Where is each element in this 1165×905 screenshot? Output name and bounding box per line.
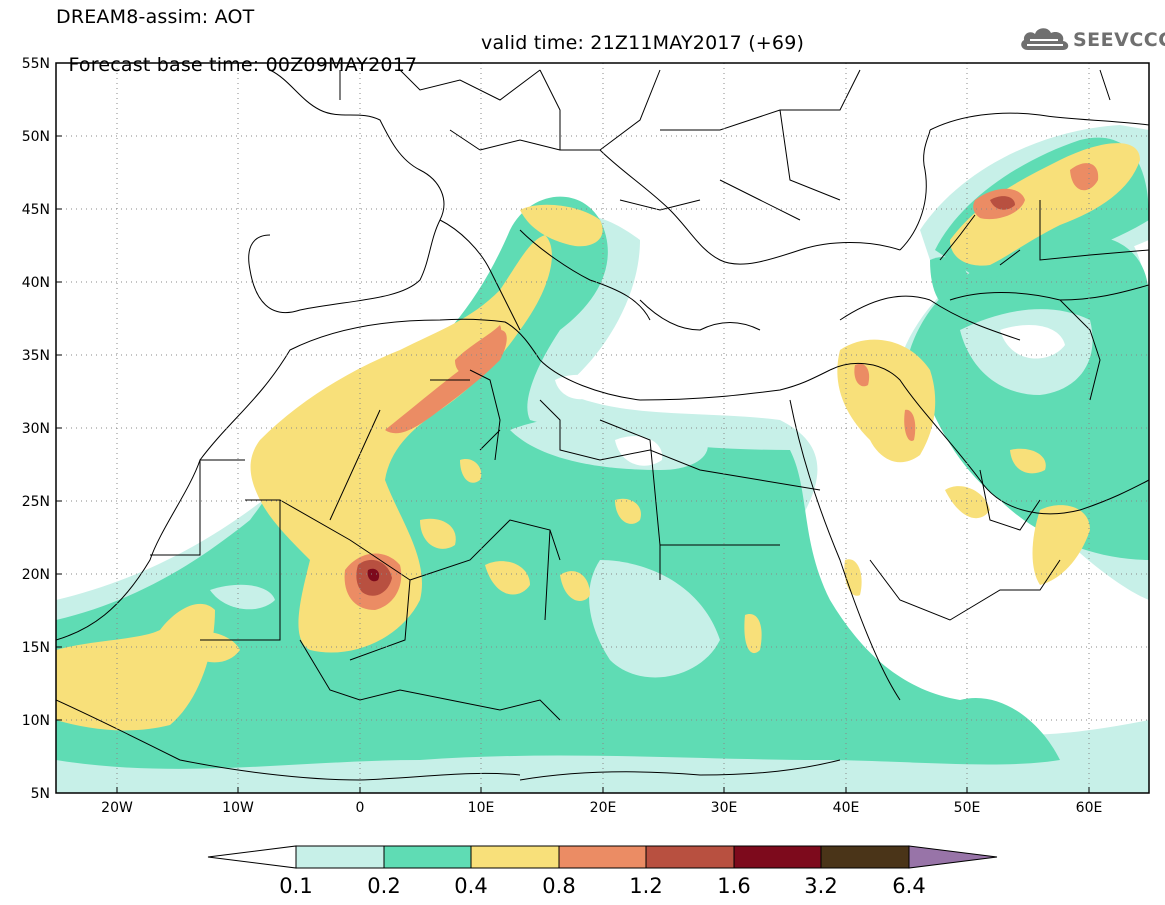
seevccc-logo: SEEVCCC <box>1018 22 1165 56</box>
lon-label: 50E <box>954 800 981 816</box>
colorbar-label: 6.4 <box>892 874 925 898</box>
lon-label: 20W <box>101 800 133 816</box>
cloud-icon <box>1021 28 1069 50</box>
lat-label: 5N <box>31 786 50 802</box>
lon-label: 10W <box>222 800 254 816</box>
lon-label: 30E <box>711 800 738 816</box>
aot-field <box>56 63 1149 793</box>
colorbar-swatch <box>733 845 822 869</box>
logo-wordmark: SEEVCCC <box>1073 29 1165 51</box>
colorbar-label: 1.6 <box>717 874 750 898</box>
lat-label: 40N <box>22 275 50 291</box>
colorbar-label: 0.2 <box>367 874 400 898</box>
graticule <box>56 63 1149 793</box>
colorbar-label: 0.1 <box>279 874 312 898</box>
lat-label: 30N <box>22 421 50 437</box>
lat-label: 50N <box>22 129 50 145</box>
colorbar-label: 1.2 <box>629 874 662 898</box>
colorbar-swatch <box>295 845 385 869</box>
lon-label: 40E <box>833 800 860 816</box>
valid-time: valid time: 21Z11MAY2017 (+69) <box>481 32 805 54</box>
lat-label: 25N <box>22 494 50 510</box>
forecast-times: Forecast base time: 00Z09MAY2017 valid t… <box>56 32 803 98</box>
lon-label: 0 <box>356 800 365 816</box>
lon-label: 60E <box>1076 800 1103 816</box>
lat-label: 10N <box>22 713 50 729</box>
colorbar <box>207 845 998 869</box>
lat-label: 15N <box>22 640 50 656</box>
colorbar-swatch <box>820 845 910 869</box>
colorbar-swatch <box>470 845 560 869</box>
lat-label: 35N <box>22 348 50 364</box>
lat-label: 55N <box>22 56 50 72</box>
axis-ticks <box>56 62 1090 793</box>
lon-label: 20E <box>590 800 617 816</box>
colorbar-label: 3.2 <box>804 874 837 898</box>
colorbar-high-arrow <box>908 845 998 869</box>
colorbar-low-arrow <box>207 845 297 869</box>
colorbar-swatch <box>558 845 647 869</box>
lat-label: 20N <box>22 567 50 583</box>
colorbar-label: 0.8 <box>542 874 575 898</box>
map-title: DREAM8-assim: AOT <box>56 6 255 28</box>
colorbar-swatch <box>383 845 472 869</box>
colorbar-swatch <box>645 845 735 869</box>
forecast-base-time: Forecast base time: 00Z09MAY2017 <box>68 54 418 76</box>
colorbar-label: 0.4 <box>454 874 487 898</box>
lon-label: 10E <box>468 800 495 816</box>
lat-label: 45N <box>22 202 50 218</box>
